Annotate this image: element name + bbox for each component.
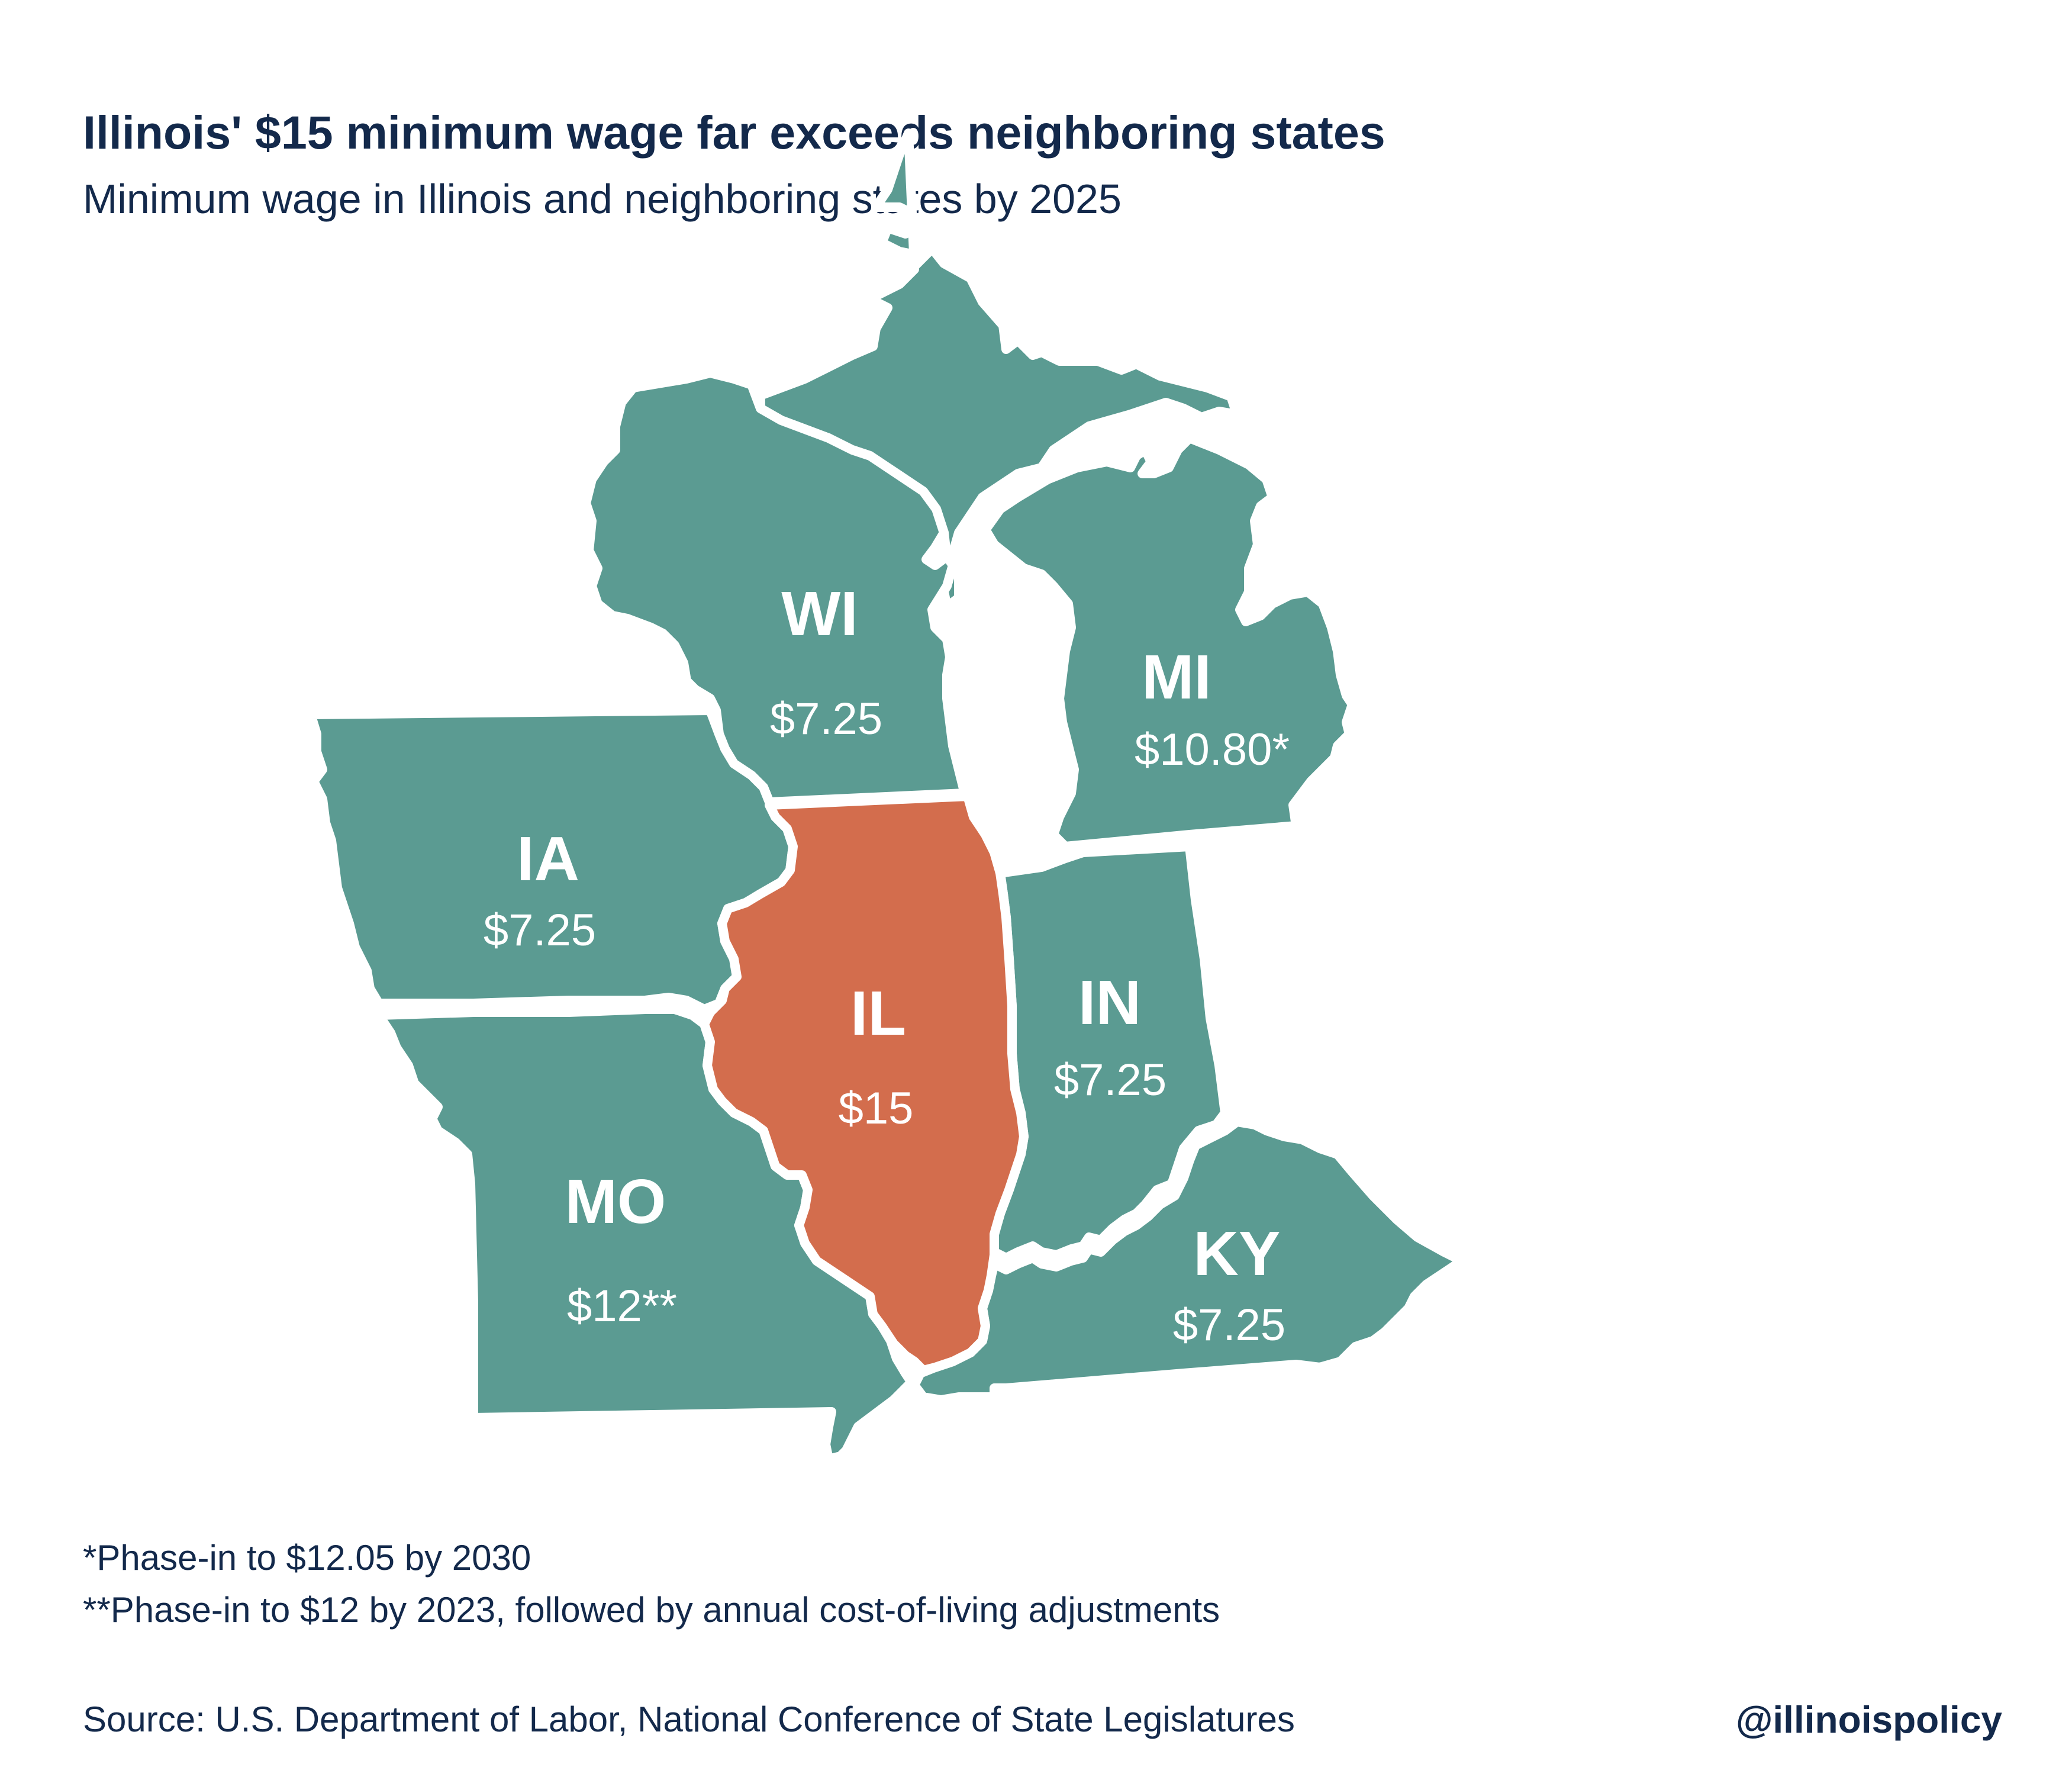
- label-wi-wage: $7.25: [770, 694, 882, 744]
- state-shape-ky: [910, 1117, 1467, 1405]
- label-mo-wage: $12**: [567, 1281, 677, 1331]
- label-mi-abbr: MI: [1142, 642, 1211, 712]
- label-ky-wage: $7.25: [1173, 1300, 1285, 1350]
- label-mi-wage: $10.80*: [1135, 725, 1290, 775]
- label-mo-abbr: MO: [565, 1167, 666, 1237]
- chart-subtitle: Minimum wage in Illinois and neighboring…: [83, 176, 1122, 222]
- label-wi-abbr: WI: [781, 579, 858, 649]
- footnote-michigan: *Phase-in to $12.05 by 2030: [83, 1538, 531, 1578]
- footnote-missouri: **Phase-in to $12 by 2023, followed by a…: [83, 1590, 1220, 1630]
- label-ia-abbr: IA: [517, 824, 579, 894]
- label-in-abbr: IN: [1078, 968, 1141, 1038]
- state-shape-mi: [981, 433, 1357, 851]
- label-ky-abbr: KY: [1193, 1219, 1280, 1289]
- label-in-wage: $7.25: [1054, 1055, 1166, 1105]
- label-il-abbr: IL: [850, 978, 906, 1048]
- label-ia-wage: $7.25: [484, 905, 596, 955]
- chart-title: Illinois' $15 minimum wage far exceeds n…: [83, 106, 1385, 159]
- social-handle: @illinoispolicy: [1735, 1698, 2002, 1741]
- label-il-wage: $15: [839, 1083, 914, 1134]
- source-note: Source: U.S. Department of Labor, Nation…: [83, 1699, 1295, 1739]
- state-shape-il: [700, 791, 1029, 1375]
